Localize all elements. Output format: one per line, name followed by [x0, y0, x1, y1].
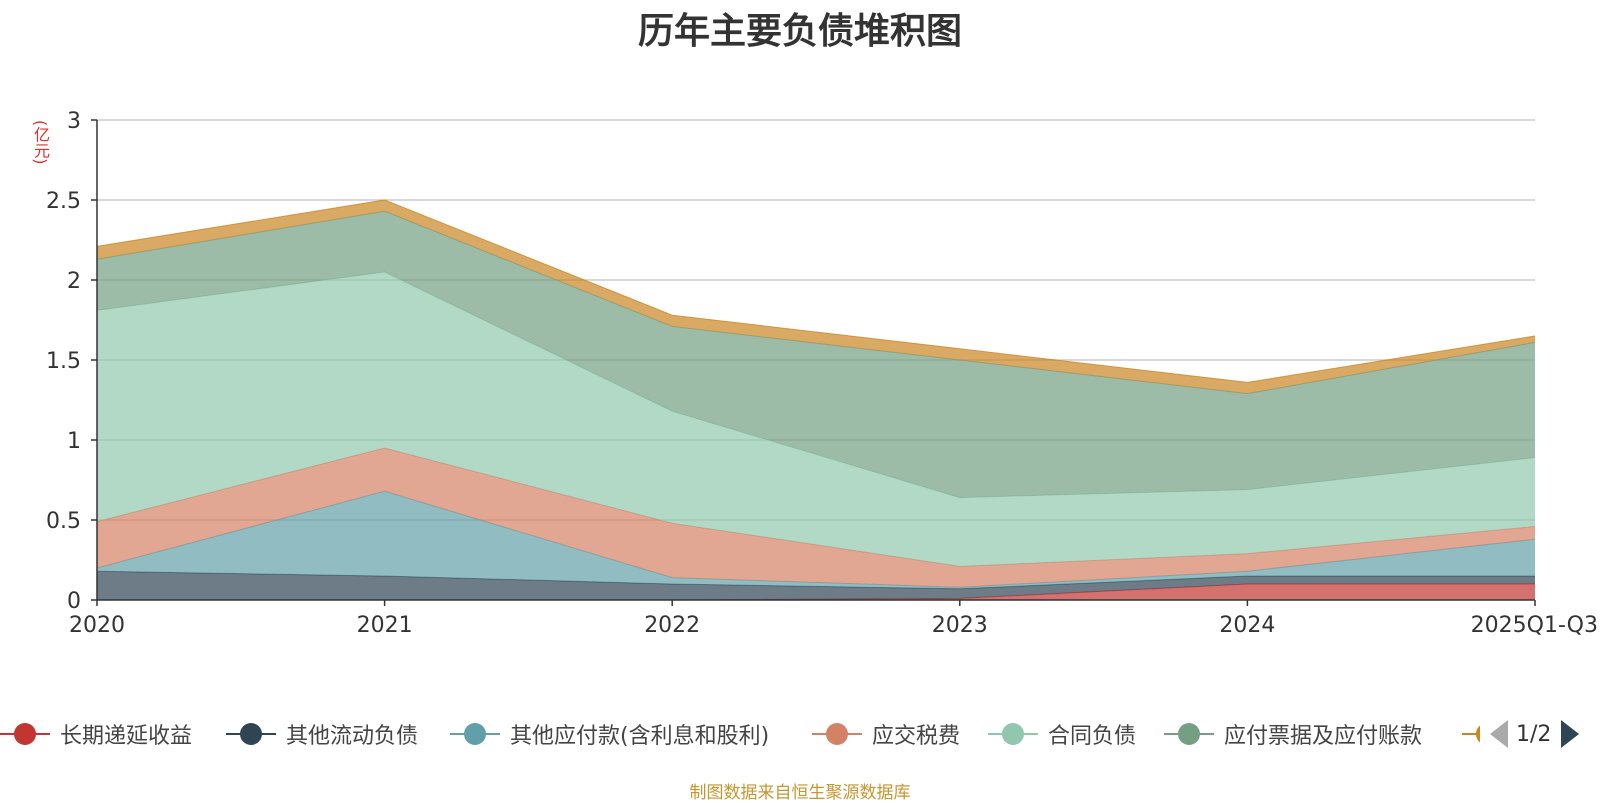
legend-pager: 1/2 [1490, 716, 1580, 752]
legend-next-page-icon[interactable] [1561, 720, 1580, 748]
x-tick-label-2: 2022 [644, 613, 700, 638]
y-axis-unit-label: (亿元) [31, 120, 50, 165]
y-tick-label-0: 0 [67, 589, 81, 614]
legend: 长期递延收益 其他流动负债 其他应付款(含利息和股利) 应交税费 合同负债 应付票据及应付… [0, 716, 1600, 756]
legend-item-4[interactable]: 合同负债 [988, 716, 1136, 752]
y-tick-label-3: 1.5 [46, 349, 81, 374]
legend-label: 应交税费 [872, 724, 961, 749]
legend-marker-icon [812, 720, 862, 748]
x-tick-label-1: 2021 [357, 613, 413, 638]
legend-item-0[interactable]: 长期递延收益 [0, 716, 192, 752]
chart-title: 历年主要负债堆积图 [637, 11, 962, 52]
legend-item-5[interactable]: 应付票据及应付账款 [1164, 716, 1422, 752]
legend-marker-icon [1164, 720, 1214, 748]
y-tick-label-2: 1 [67, 429, 81, 454]
legend-label: 其他应付款(含利息和股利) [510, 724, 770, 749]
area-series-4 [97, 272, 1535, 567]
legend-prev-page-icon[interactable] [1490, 720, 1508, 748]
x-tick-label-0: 2020 [69, 613, 125, 638]
area-series-3 [97, 448, 1535, 588]
data-source-footer: 制图数据来自恒生聚源数据库 [689, 783, 911, 803]
area-series-2 [97, 491, 1535, 589]
legend-item-2[interactable]: 其他应付款(含利息和股利) [450, 716, 769, 752]
line-series-6 [96, 199, 1536, 383]
legend-marker-icon [226, 720, 276, 748]
y-tick-label-5: 2.5 [46, 189, 81, 214]
y-tick-label-4: 2 [67, 269, 81, 294]
legend-label: 长期递延收益 [60, 724, 193, 749]
legend-item-6-clipped[interactable] [1462, 716, 1480, 752]
y-tick-label-1: 0.5 [46, 509, 81, 534]
legend-marker-icon [988, 720, 1038, 748]
legend-marker-icon [450, 720, 500, 748]
legend-marker-icon [1462, 720, 1480, 748]
legend-marker-icon [0, 720, 50, 748]
legend-page-indicator: 1/2 [1516, 721, 1552, 747]
legend-label: 应付票据及应付账款 [1224, 724, 1423, 749]
x-tick-label-5: 2025Q1-Q3 [1471, 613, 1598, 638]
legend-item-3[interactable]: 应交税费 [812, 716, 960, 752]
x-tick-label-3: 2023 [932, 613, 988, 638]
legend-label: 其他流动负债 [286, 724, 419, 749]
legend-label: 合同负债 [1048, 724, 1137, 749]
stacked-areas [96, 199, 1536, 601]
axes: 0 0.5 1 1.5 2 2.5 3 2020 2021 2022 2023 2024 2025Q1-… [46, 109, 1598, 638]
y-tick-label-6: 3 [67, 109, 81, 134]
x-tick-label-4: 2024 [1219, 613, 1275, 638]
area-series-5 [97, 211, 1535, 498]
legend-item-1[interactable]: 其他流动负债 [226, 716, 418, 752]
